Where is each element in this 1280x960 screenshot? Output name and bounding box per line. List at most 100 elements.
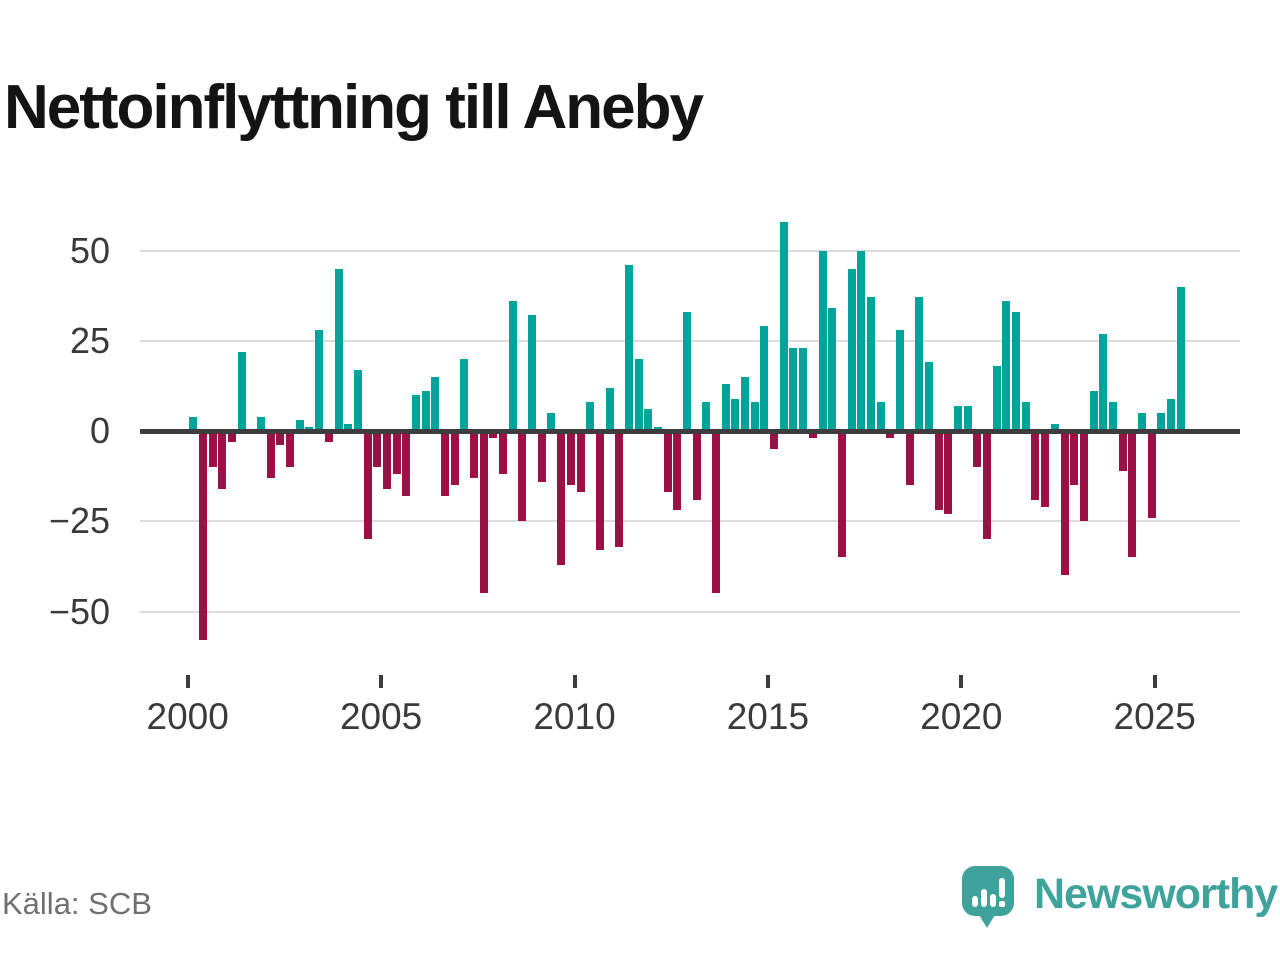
bar-2009Q2 bbox=[547, 412, 556, 431]
x-axis-tick-label: 2015 bbox=[726, 696, 810, 737]
bar-2025Q3 bbox=[1176, 286, 1185, 431]
x-axis-tick bbox=[185, 675, 190, 688]
bar-2011Q4 bbox=[644, 409, 653, 431]
brand-name: Newsworthy bbox=[1034, 870, 1278, 918]
bar-2021Q3 bbox=[1021, 402, 1030, 431]
bar-2016Q4 bbox=[837, 431, 846, 558]
logo-chart-bar-icon bbox=[990, 894, 996, 907]
x-axis-tick-label: 2025 bbox=[1113, 696, 1196, 737]
bar-2021Q2 bbox=[1012, 311, 1021, 431]
gridline bbox=[140, 610, 1240, 613]
bar-2023Q3 bbox=[1099, 333, 1108, 431]
bar-2004Q3 bbox=[363, 431, 372, 540]
bar-2015Q3 bbox=[789, 347, 798, 431]
bar-2001Q2 bbox=[237, 351, 246, 431]
bar-2011Q1 bbox=[615, 431, 624, 547]
bar-2024Q3 bbox=[1137, 412, 1146, 431]
bar-2013Q3 bbox=[712, 431, 721, 594]
bar-2024Q1 bbox=[1118, 431, 1127, 471]
bar-2024Q4 bbox=[1147, 431, 1156, 518]
bar-2004Q4 bbox=[373, 431, 382, 468]
bar-2014Q3 bbox=[750, 402, 759, 431]
bar-2008Q2 bbox=[508, 301, 517, 431]
bar-2008Q1 bbox=[499, 431, 508, 475]
y-axis-tick-label: −25 bbox=[48, 500, 110, 542]
bar-2019Q4 bbox=[954, 405, 963, 431]
bar-2020Q3 bbox=[983, 431, 992, 540]
bar-2015Q1 bbox=[770, 431, 779, 450]
bar-2007Q2 bbox=[470, 431, 479, 478]
bar-2019Q2 bbox=[934, 431, 943, 511]
chart-title: Nettoinflyttning till Aneby bbox=[4, 72, 704, 142]
bar-2017Q3 bbox=[866, 297, 875, 431]
x-axis-tick-label: 2020 bbox=[920, 696, 1003, 737]
bar-2011Q2 bbox=[624, 264, 633, 431]
bar-2013Q4 bbox=[721, 384, 730, 431]
x-axis-tick-label: 2000 bbox=[146, 696, 229, 737]
logo-exclamation-dot-icon bbox=[999, 901, 1005, 907]
bar-2022Q3 bbox=[1060, 431, 1069, 576]
bar-2018Q1 bbox=[886, 431, 895, 439]
bar-2006Q4 bbox=[450, 431, 459, 486]
bar-2013Q1 bbox=[692, 431, 701, 500]
bar-2015Q2 bbox=[779, 221, 788, 431]
x-axis-tick-label: 2010 bbox=[533, 696, 616, 737]
bar-2022Q1 bbox=[1041, 431, 1050, 507]
bar-2018Q4 bbox=[915, 297, 924, 431]
bar-2021Q1 bbox=[1002, 301, 1011, 431]
bar-2005Q3 bbox=[402, 431, 411, 496]
bar-2016Q3 bbox=[828, 308, 837, 431]
logo-chart-bar-icon bbox=[972, 896, 978, 907]
newsworthy-logo: Newsworthy bbox=[962, 864, 1280, 934]
bar-2009Q4 bbox=[566, 431, 575, 486]
bar-2023Q1 bbox=[1079, 431, 1088, 522]
x-axis-tick bbox=[572, 675, 577, 688]
bar-2018Q2 bbox=[895, 329, 904, 431]
bar-2014Q1 bbox=[731, 398, 740, 431]
bar-2009Q3 bbox=[557, 431, 566, 565]
bar-2000Q1 bbox=[189, 416, 198, 431]
bar-2006Q1 bbox=[421, 391, 430, 431]
x-axis-tick bbox=[1152, 675, 1157, 688]
bar-2018Q3 bbox=[905, 431, 914, 486]
bar-2005Q2 bbox=[392, 431, 401, 475]
bar-2023Q4 bbox=[1108, 402, 1117, 431]
bar-2007Q1 bbox=[460, 358, 469, 431]
bar-2005Q4 bbox=[411, 394, 420, 431]
bar-2019Q1 bbox=[924, 362, 933, 431]
bar-2019Q3 bbox=[944, 431, 953, 515]
bar-2002Q2 bbox=[276, 431, 285, 446]
bar-2010Q4 bbox=[605, 387, 614, 431]
x-axis-tick-label: 2005 bbox=[339, 696, 423, 737]
bar-2010Q2 bbox=[586, 402, 595, 431]
x-axis-tick bbox=[765, 675, 770, 688]
bar-2000Q2 bbox=[198, 431, 207, 641]
bar-2022Q4 bbox=[1070, 431, 1079, 486]
bar-2012Q4 bbox=[682, 311, 691, 431]
bar-2014Q4 bbox=[760, 326, 769, 431]
logo-exclamation-icon bbox=[999, 878, 1005, 898]
bar-2003Q4 bbox=[334, 268, 343, 431]
gridline bbox=[140, 520, 1240, 523]
bar-2020Q1 bbox=[963, 405, 972, 431]
bar-2012Q3 bbox=[673, 431, 682, 511]
bar-2025Q1 bbox=[1157, 412, 1166, 431]
gridline bbox=[140, 249, 1240, 252]
y-axis-tick-label: −50 bbox=[48, 590, 110, 632]
bar-2017Q1 bbox=[847, 268, 856, 431]
bar-2014Q2 bbox=[741, 376, 750, 431]
bar-2004Q1 bbox=[344, 423, 353, 431]
bar-2008Q3 bbox=[518, 431, 527, 522]
bar-2023Q2 bbox=[1089, 391, 1098, 431]
bar-2012Q2 bbox=[663, 431, 672, 493]
y-axis-tick-label: 0 bbox=[89, 410, 110, 451]
bar-2001Q4 bbox=[257, 416, 266, 431]
bar-2013Q2 bbox=[702, 402, 711, 431]
bar-2021Q4 bbox=[1031, 431, 1040, 500]
bar-2000Q4 bbox=[218, 431, 227, 489]
bar-2009Q1 bbox=[537, 431, 546, 482]
source-label: Källa: SCB bbox=[2, 886, 152, 921]
bar-2017Q2 bbox=[857, 250, 866, 431]
logo-chart-bar-icon bbox=[981, 889, 987, 907]
